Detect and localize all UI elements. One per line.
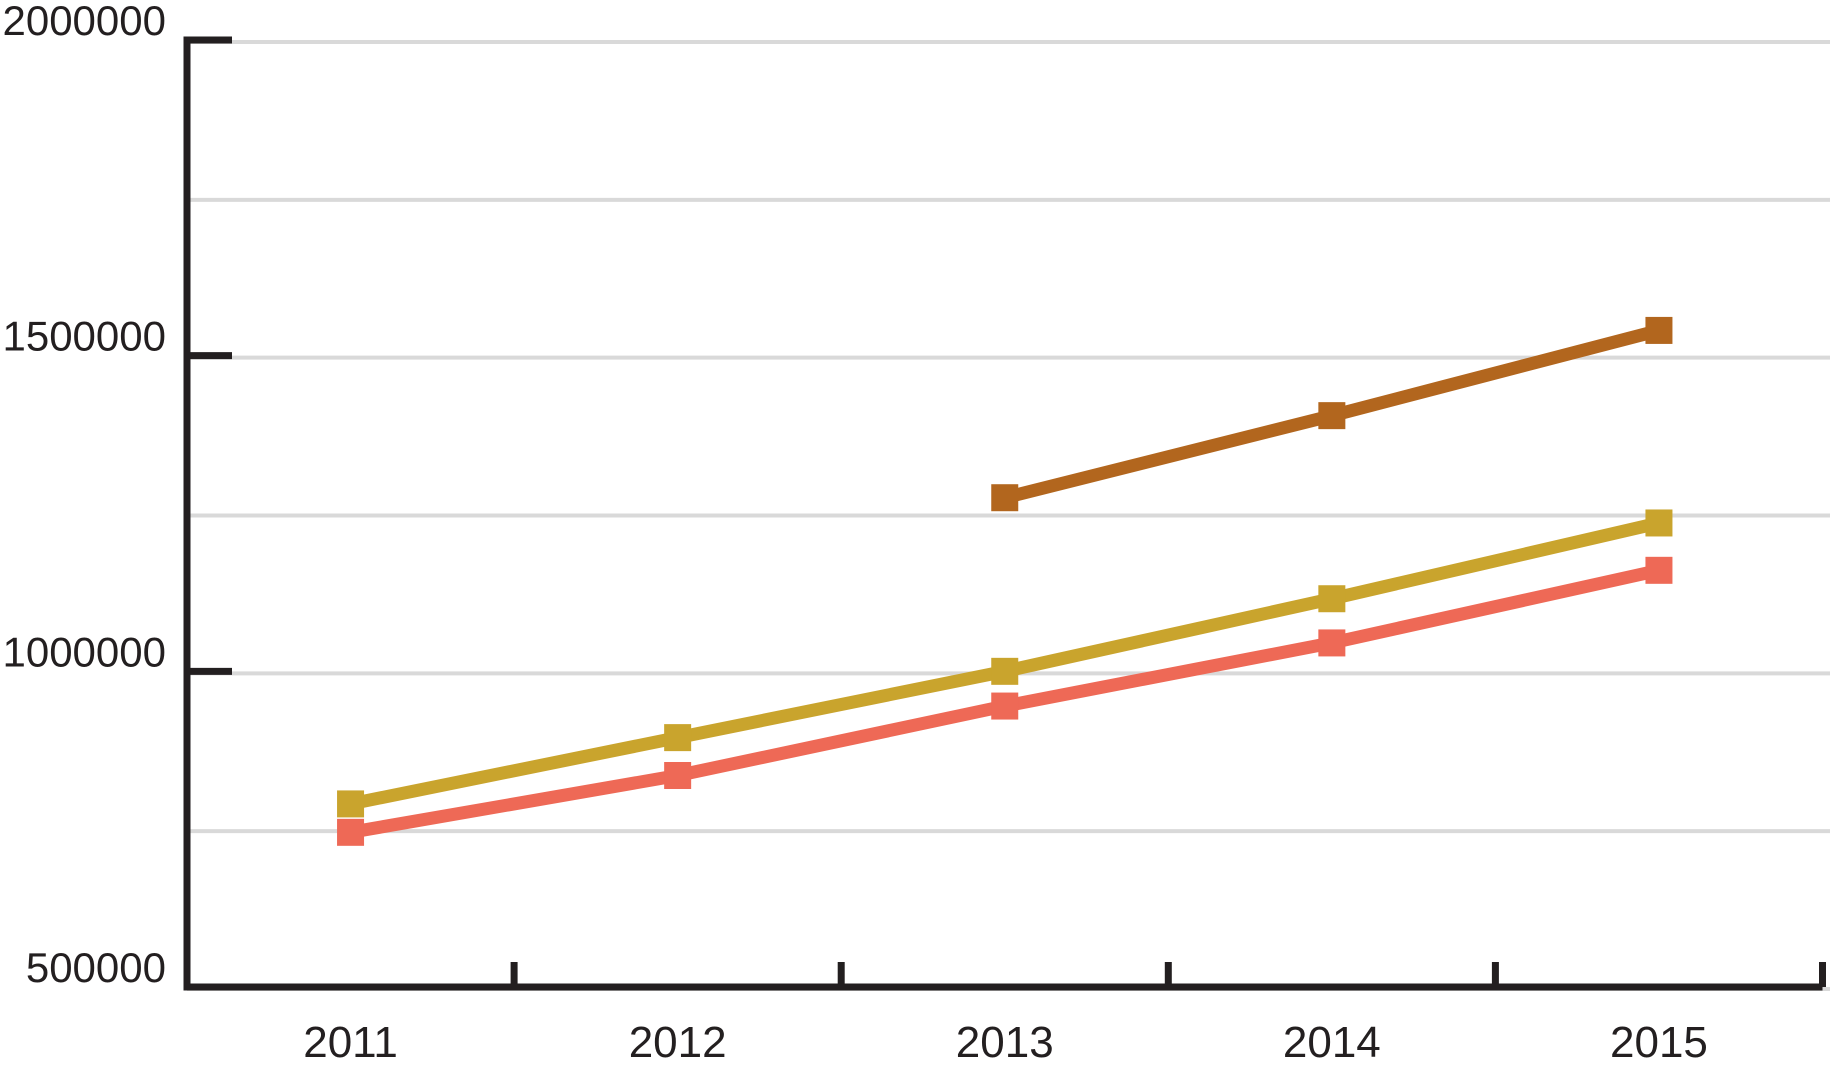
- y-axis-label: 1000000: [2, 628, 166, 675]
- data-point-marker-red-series: [337, 818, 365, 846]
- data-point-marker-red-series: [1645, 556, 1673, 584]
- data-point-marker-red-series: [664, 762, 692, 790]
- data-point-marker-gold-series: [1318, 585, 1346, 613]
- data-point-marker-gold-series: [337, 790, 365, 818]
- data-point-marker-red-series: [991, 692, 1019, 720]
- x-axis-label: 2014: [1283, 1018, 1381, 1067]
- y-axis-label: 2000000: [2, 0, 166, 44]
- data-point-marker-brown-series: [991, 484, 1019, 512]
- data-point-marker-brown-series: [1645, 316, 1673, 344]
- x-axis-label: 2015: [1610, 1018, 1708, 1067]
- y-axis-label: 500000: [26, 944, 166, 991]
- x-axis-label: 2012: [629, 1018, 727, 1067]
- data-point-marker-gold-series: [1645, 509, 1673, 537]
- data-point-marker-red-series: [1318, 629, 1346, 657]
- data-point-marker-gold-series: [991, 657, 1019, 685]
- data-point-marker-gold-series: [664, 724, 692, 752]
- x-axis-label: 2013: [956, 1018, 1054, 1067]
- data-point-marker-brown-series: [1318, 402, 1346, 430]
- x-axis-label: 2011: [303, 1018, 398, 1067]
- y-axis-label: 1500000: [2, 313, 166, 360]
